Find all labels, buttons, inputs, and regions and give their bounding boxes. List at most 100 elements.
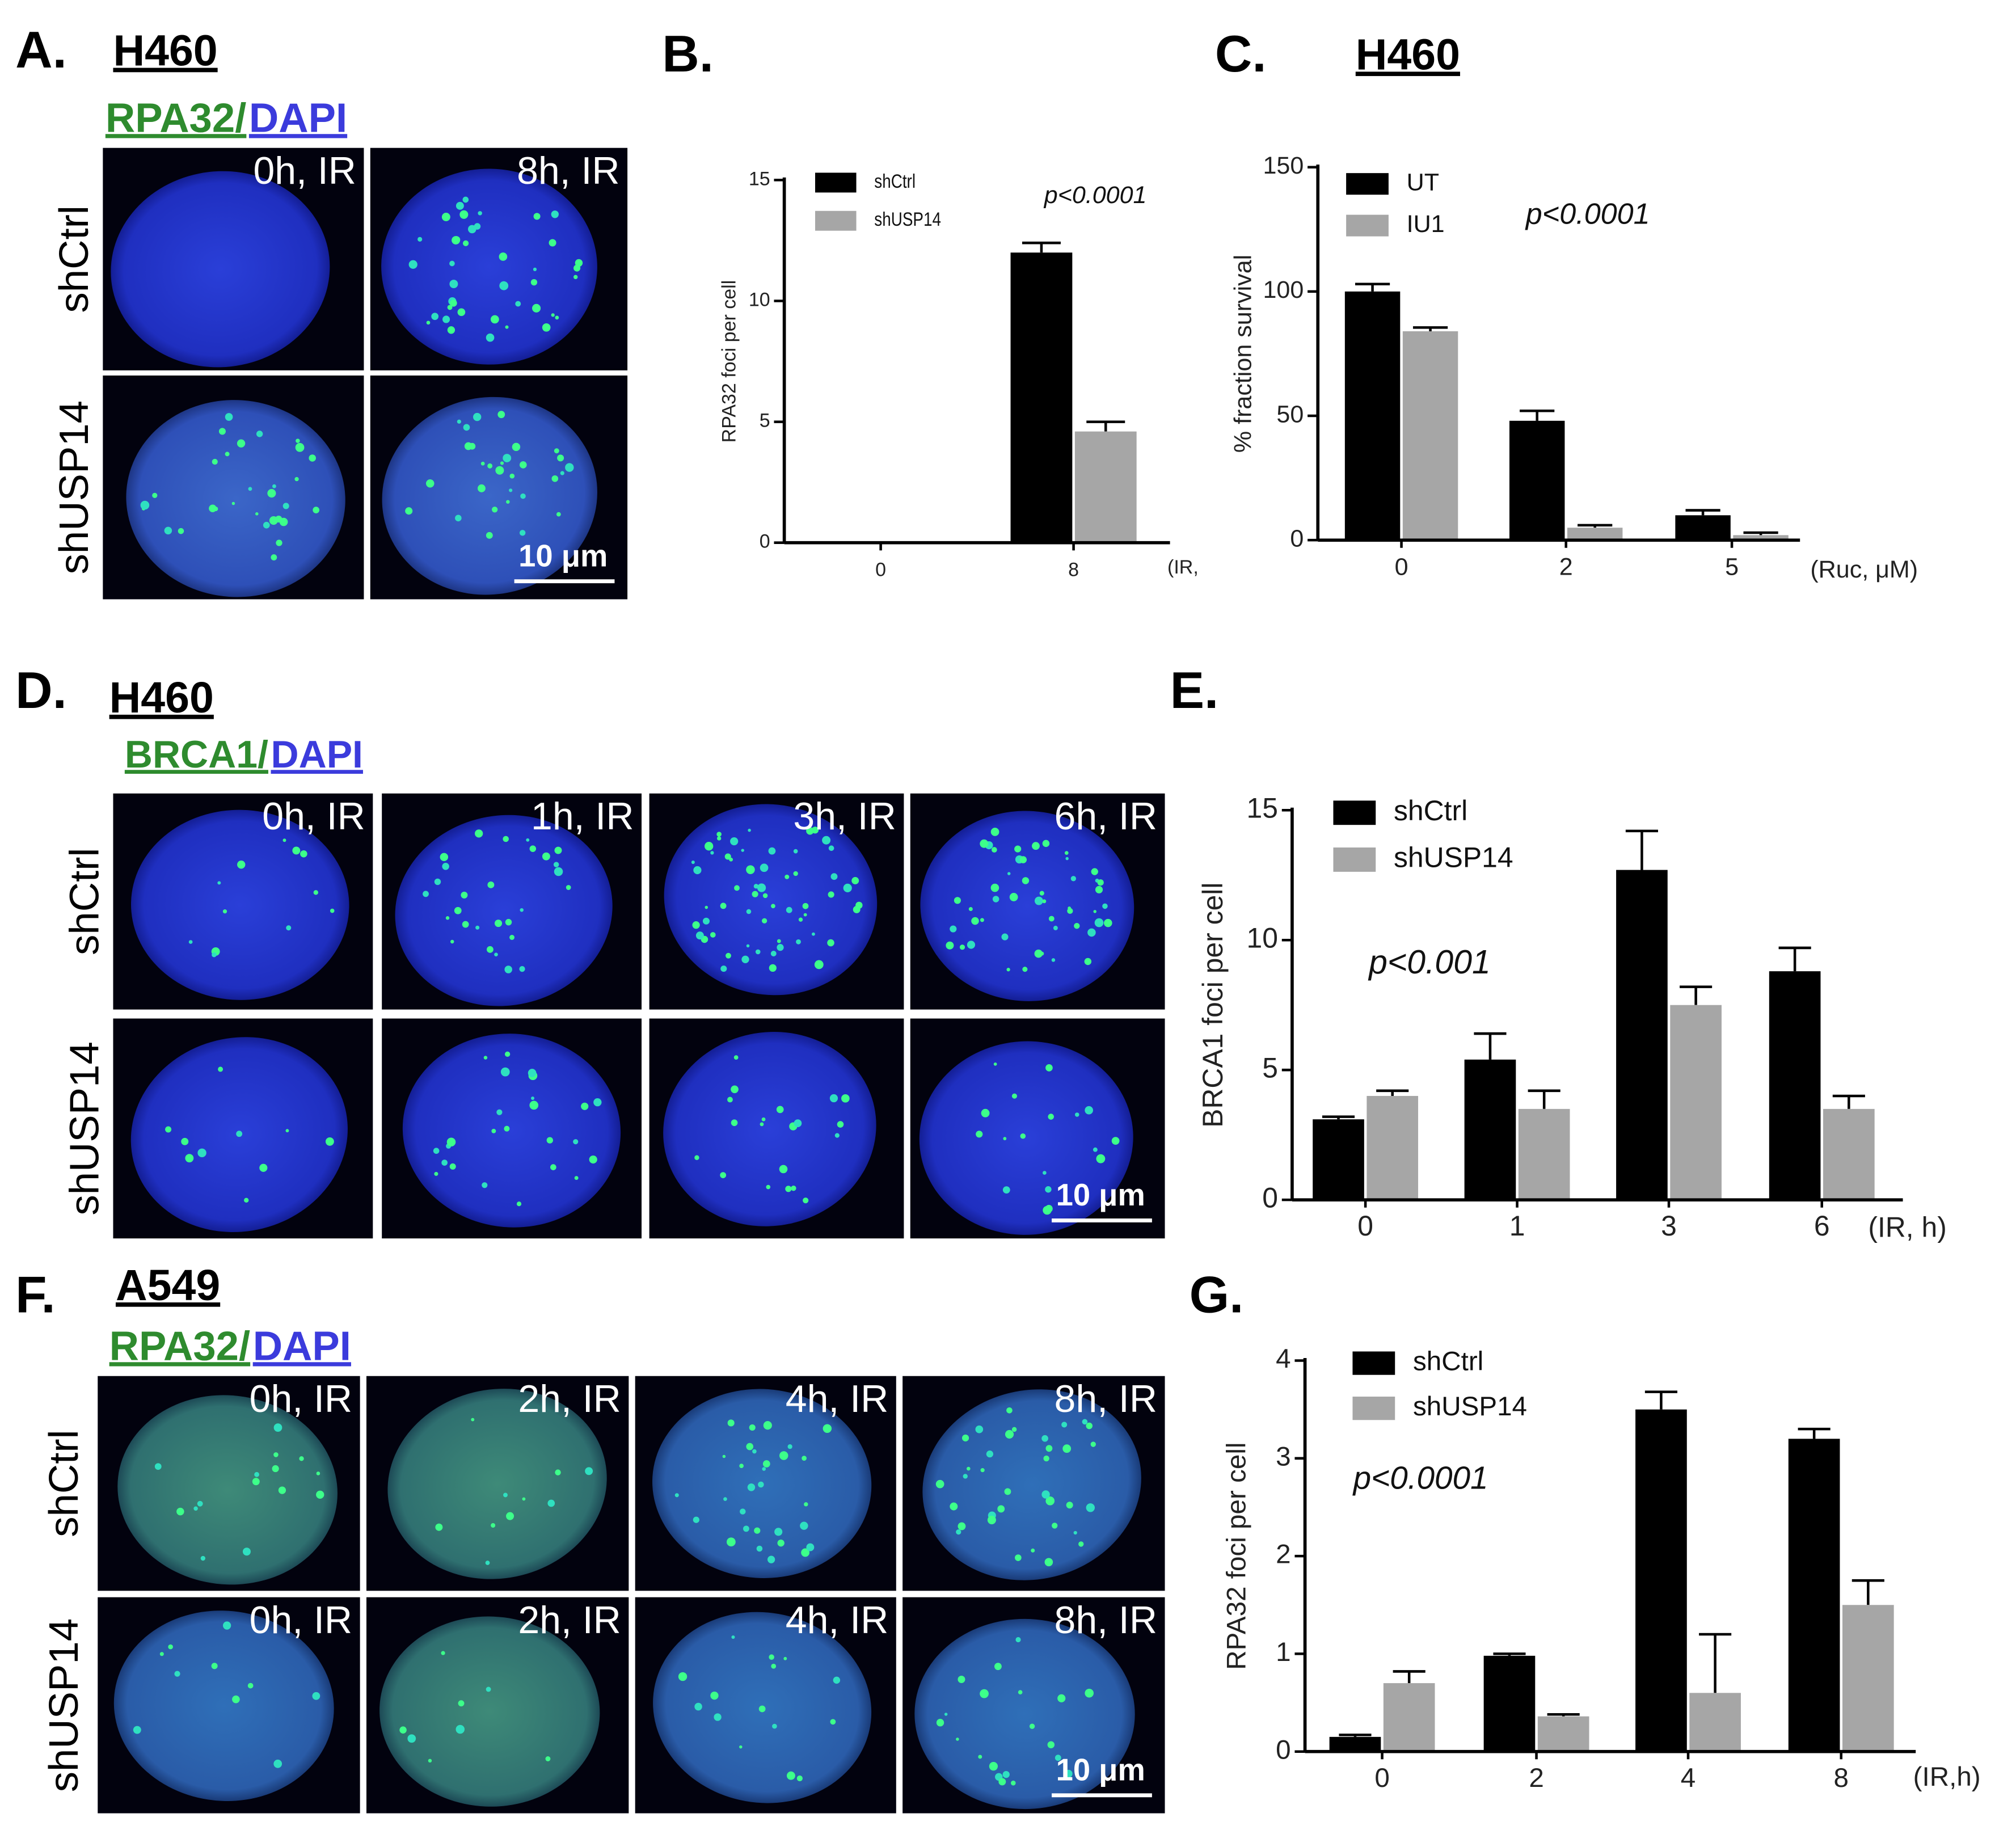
nucleus-group — [919, 1041, 1133, 1235]
annotation: p<0.0001 — [1525, 198, 1650, 231]
focus — [555, 1469, 561, 1475]
bar — [1537, 1716, 1589, 1752]
focus — [526, 838, 530, 842]
focus — [1014, 845, 1022, 853]
focus — [154, 1463, 162, 1470]
cell-image — [366, 1376, 629, 1591]
focus — [783, 1656, 787, 1660]
focus — [720, 1172, 727, 1178]
y-tick-label: 15 — [749, 168, 770, 189]
focus — [325, 1137, 334, 1146]
focus — [692, 921, 700, 929]
tile-label: 2h, IR — [518, 1377, 621, 1420]
stain-label: DAPI — [271, 733, 363, 776]
focus — [589, 1155, 597, 1164]
focus — [1009, 893, 1018, 901]
focus — [309, 454, 316, 462]
tile-label: 4h, IR — [786, 1599, 888, 1642]
focus — [503, 454, 512, 462]
focus — [702, 917, 710, 925]
focus — [487, 881, 495, 888]
bar — [1367, 1095, 1419, 1200]
bar — [1670, 1005, 1722, 1200]
focus — [986, 1450, 994, 1458]
focus — [532, 303, 541, 313]
focus — [1062, 1444, 1072, 1453]
cell-image — [902, 1376, 1165, 1591]
focus — [994, 1663, 1002, 1671]
focus — [954, 897, 961, 904]
focus — [785, 1186, 792, 1192]
x-tick-label: 4 — [1681, 1763, 1696, 1793]
focus — [286, 925, 292, 931]
y-tick-label: 0 — [1290, 525, 1304, 553]
row-label: shUSP14 — [41, 1618, 87, 1792]
focus — [731, 1119, 738, 1127]
focus — [723, 1497, 727, 1501]
focus — [256, 431, 263, 437]
focus — [1011, 1427, 1017, 1432]
cell-image — [649, 1018, 904, 1239]
focus — [755, 949, 761, 955]
y-tick-label: 10 — [749, 289, 770, 310]
focus — [555, 315, 559, 320]
focus — [480, 461, 485, 466]
focus — [269, 516, 278, 525]
focus — [763, 1421, 772, 1430]
focus — [1057, 1694, 1066, 1702]
focus — [843, 883, 852, 892]
focus — [456, 1724, 465, 1734]
focus — [453, 236, 461, 244]
panel-label: F. — [15, 1267, 56, 1324]
tile-label: 3h, IR — [793, 795, 896, 838]
focus — [462, 921, 469, 928]
focus — [531, 1096, 535, 1100]
legend-swatch — [1346, 173, 1389, 195]
cell-image — [98, 1376, 360, 1591]
focus — [408, 260, 417, 269]
focus — [980, 918, 984, 922]
focus — [1078, 1541, 1084, 1547]
nucleus-group — [387, 1389, 607, 1579]
focus — [426, 321, 431, 325]
focus — [968, 906, 973, 912]
focus — [731, 1635, 735, 1639]
focus — [550, 1164, 556, 1170]
focus — [1044, 1558, 1053, 1567]
focus — [1011, 1780, 1016, 1786]
focus — [193, 1506, 198, 1511]
focus — [757, 883, 766, 892]
bar — [1464, 1059, 1516, 1200]
legend-label: IU1 — [1407, 210, 1445, 238]
focus — [971, 917, 979, 925]
focus — [936, 1719, 944, 1727]
focus — [1003, 1137, 1007, 1141]
focus — [506, 1512, 514, 1520]
focus — [796, 1775, 803, 1782]
cell-image — [370, 147, 628, 370]
focus — [273, 1452, 279, 1457]
focus — [299, 1456, 304, 1461]
focus — [746, 865, 755, 874]
focus — [967, 941, 976, 949]
focus — [787, 1771, 795, 1780]
focus — [533, 213, 541, 220]
focus — [218, 428, 226, 435]
nucleus-group — [126, 400, 345, 597]
focus — [554, 867, 563, 876]
nucleus — [920, 811, 1134, 1001]
focus — [316, 1490, 324, 1499]
focus — [213, 507, 218, 512]
focus — [159, 1652, 164, 1656]
focus — [1042, 899, 1047, 904]
focus — [197, 1148, 206, 1158]
focus — [485, 1561, 490, 1565]
focus — [1002, 1771, 1010, 1778]
x-tick-label: 0 — [1357, 1210, 1373, 1242]
focus — [197, 1500, 203, 1507]
focus — [787, 1444, 792, 1449]
focus — [475, 925, 480, 930]
legend-label: shUSP14 — [1413, 1392, 1527, 1422]
